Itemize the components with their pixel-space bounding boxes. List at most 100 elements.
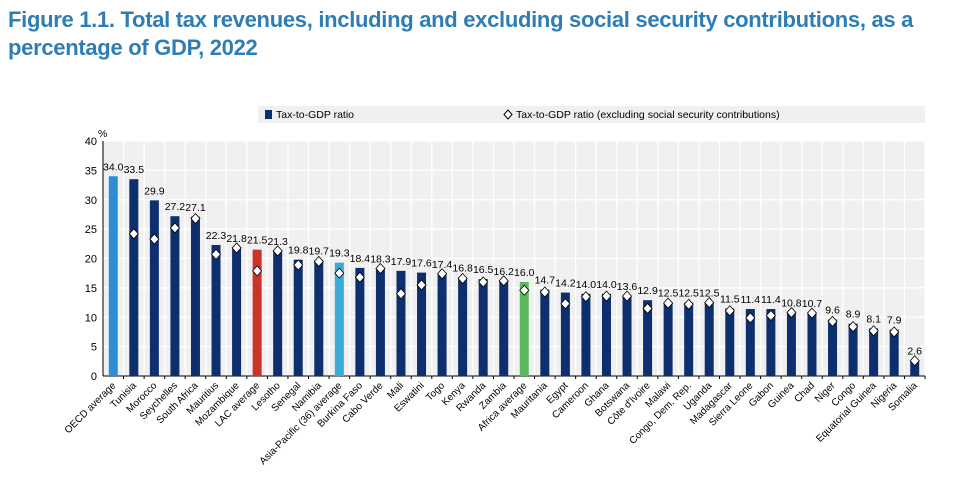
data-label: 22.3 [206,230,227,242]
data-label: 16.8 [452,262,473,274]
bar [560,292,570,376]
data-label: 16.5 [473,264,494,276]
data-label: 19.8 [288,245,309,257]
data-label: 16.0 [514,267,535,279]
bar [704,302,714,376]
marker-diamond [765,309,776,322]
legend: Tax-to-GDP ratio Tax-to-GDP ratio (exclu… [258,106,925,123]
marker-diamond [457,272,468,285]
data-label: 12.5 [699,288,720,300]
marker-diamond [642,302,653,315]
marker-diamond [416,279,427,291]
data-label: 34.0 [103,161,124,173]
marker-diamond [252,265,263,277]
data-label: 17.4 [432,259,453,271]
marker-diamond [395,288,407,300]
bar [417,272,427,376]
data-label: 21.8 [226,233,247,245]
y-tick-label: 35 [85,165,97,177]
bar [170,216,180,376]
bar [252,249,262,376]
marker-diamond [827,315,838,327]
data-label: 8.1 [866,313,881,325]
data-label: 12.5 [678,288,699,300]
data-label: 9.6 [825,305,840,317]
legend-bar-swatch [265,110,272,119]
data-label: 10.7 [802,298,823,310]
data-label: 11.4 [761,294,781,306]
data-label: 29.9 [144,185,165,197]
marker-diamond [334,267,345,279]
bar [684,302,694,376]
bar [910,360,920,376]
bar [519,282,529,376]
marker-diamond [313,255,324,268]
bar [458,277,468,376]
bar [314,260,324,376]
data-label: 16.2 [494,266,515,278]
data-label: 27.1 [185,202,206,214]
y-tick-label: 25 [85,224,97,236]
marker-diamond [889,326,900,338]
data-label: 11.4 [740,294,760,306]
data-label: 10.8 [781,298,802,310]
bar [293,259,303,376]
bar [745,309,755,376]
marker-diamond [806,307,818,319]
bar [766,309,776,376]
bar [273,250,283,376]
y-tick-label: 10 [85,312,97,324]
bar [643,300,653,376]
bar [437,273,447,376]
data-label: 33.5 [124,164,145,176]
bar [828,319,838,376]
marker-diamond [868,325,879,337]
bar [190,216,200,376]
bar [129,179,139,376]
bar [581,293,591,376]
marker-diamond [190,212,201,225]
legend-box [258,106,925,123]
marker-diamond [786,306,797,319]
chart-title: Figure 1.1. Total tax revenues, includin… [8,7,914,60]
data-label: 17.6 [411,258,432,270]
marker-diamond [478,276,489,288]
data-label: 18.3 [370,253,391,265]
marker-diamond [519,284,530,296]
bar [499,280,509,376]
marker-diamond [601,290,612,302]
marker-diamond [375,262,386,275]
data-label: 12.9 [637,285,658,297]
bar [355,267,365,376]
marker-diamond [354,271,365,283]
marker-diamond [745,312,756,324]
bar [848,323,858,376]
bar [211,244,221,376]
marker-diamond [169,222,180,234]
bar [334,262,344,376]
bar [478,279,488,376]
data-label: 11.5 [720,293,740,305]
data-label: 18.4 [350,253,371,265]
marker-diamond [149,233,160,245]
bar [725,308,735,376]
marker-diamond [498,275,509,287]
data-label: 12.5 [658,288,679,300]
marker-diamond [704,296,715,309]
marker-diamond [210,248,222,260]
bar [232,247,242,376]
bar [786,312,796,376]
y-axis-label: % [98,128,107,140]
bar [149,200,159,376]
marker-diamond [231,242,242,254]
data-label: 21.5 [247,235,268,247]
bar [663,302,673,376]
y-tick-label: 20 [85,254,97,266]
y-tick-label: 0 [91,371,97,383]
y-tick-label: 5 [91,342,97,354]
bar [396,270,406,376]
x-tick-label: OECD average [63,380,119,436]
y-tick-label: 15 [85,283,97,295]
legend-label-bar: Tax-to-GDP ratio [276,109,354,121]
data-label: 13.6 [617,281,638,293]
